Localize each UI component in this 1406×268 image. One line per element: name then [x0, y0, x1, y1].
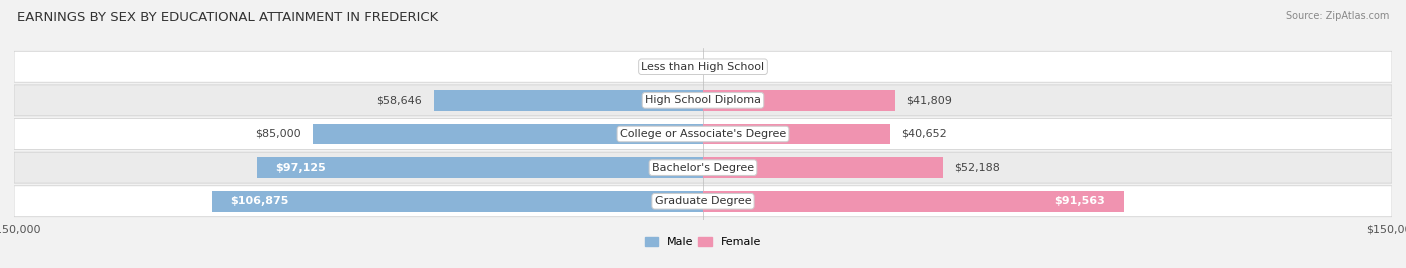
Text: $41,809: $41,809 — [907, 95, 952, 105]
Text: Source: ZipAtlas.com: Source: ZipAtlas.com — [1285, 11, 1389, 21]
Legend: Male, Female: Male, Female — [641, 233, 765, 252]
Bar — [703, 124, 890, 144]
Text: Bachelor's Degree: Bachelor's Degree — [652, 163, 754, 173]
Bar — [703, 157, 942, 178]
Text: $52,188: $52,188 — [955, 163, 1000, 173]
FancyBboxPatch shape — [14, 85, 1392, 116]
Text: College or Associate's Degree: College or Associate's Degree — [620, 129, 786, 139]
Text: High School Diploma: High School Diploma — [645, 95, 761, 105]
FancyBboxPatch shape — [14, 186, 1392, 217]
Text: $91,563: $91,563 — [1054, 196, 1105, 206]
Bar — [212, 191, 703, 212]
Text: Less than High School: Less than High School — [641, 62, 765, 72]
Text: $0: $0 — [678, 62, 692, 72]
Bar — [433, 90, 703, 111]
Bar — [257, 157, 703, 178]
Text: $0: $0 — [714, 62, 728, 72]
FancyBboxPatch shape — [14, 152, 1392, 183]
Text: $106,875: $106,875 — [231, 196, 288, 206]
Text: $40,652: $40,652 — [901, 129, 948, 139]
Text: $97,125: $97,125 — [276, 163, 326, 173]
Text: $58,646: $58,646 — [377, 95, 422, 105]
Text: EARNINGS BY SEX BY EDUCATIONAL ATTAINMENT IN FREDERICK: EARNINGS BY SEX BY EDUCATIONAL ATTAINMEN… — [17, 11, 439, 24]
FancyBboxPatch shape — [14, 51, 1392, 82]
Bar — [703, 191, 1123, 212]
Bar — [703, 90, 896, 111]
Bar — [312, 124, 703, 144]
Text: $85,000: $85,000 — [256, 129, 301, 139]
FancyBboxPatch shape — [14, 118, 1392, 150]
Text: Graduate Degree: Graduate Degree — [655, 196, 751, 206]
